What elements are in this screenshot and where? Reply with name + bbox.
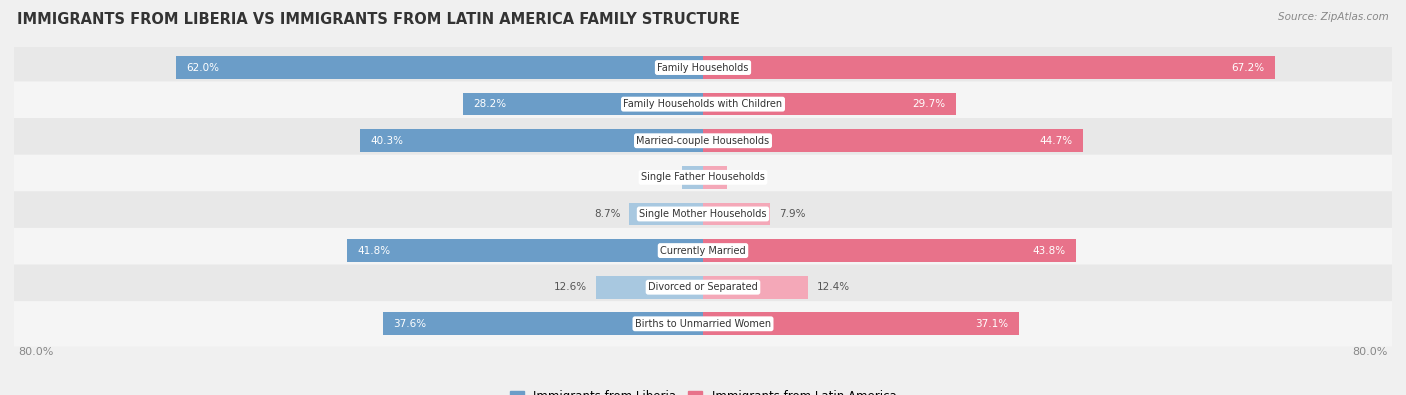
Text: 80.0%: 80.0% [1353, 347, 1388, 357]
Text: Currently Married: Currently Married [661, 246, 745, 256]
Text: Family Households: Family Households [658, 62, 748, 73]
Text: 12.4%: 12.4% [817, 282, 851, 292]
Bar [360, 130, 703, 152]
Bar [703, 56, 1275, 79]
Text: 67.2%: 67.2% [1232, 62, 1264, 73]
Text: 2.5%: 2.5% [647, 172, 673, 182]
Bar [628, 203, 703, 225]
FancyBboxPatch shape [13, 118, 1393, 164]
Text: 43.8%: 43.8% [1032, 246, 1066, 256]
Legend: Immigrants from Liberia, Immigrants from Latin America: Immigrants from Liberia, Immigrants from… [505, 385, 901, 395]
Text: 7.9%: 7.9% [779, 209, 806, 219]
FancyBboxPatch shape [13, 81, 1393, 127]
Text: Single Father Households: Single Father Households [641, 172, 765, 182]
Bar [703, 239, 1076, 262]
Text: Married-couple Households: Married-couple Households [637, 136, 769, 146]
FancyBboxPatch shape [13, 265, 1393, 310]
Text: 2.8%: 2.8% [735, 172, 762, 182]
Text: Source: ZipAtlas.com: Source: ZipAtlas.com [1278, 12, 1389, 22]
Bar [703, 93, 956, 115]
Bar [176, 56, 703, 79]
Text: Family Households with Children: Family Households with Children [623, 99, 783, 109]
Text: 80.0%: 80.0% [18, 347, 53, 357]
Bar [463, 93, 703, 115]
Text: Divorced or Separated: Divorced or Separated [648, 282, 758, 292]
Text: 8.7%: 8.7% [593, 209, 620, 219]
Text: 28.2%: 28.2% [474, 99, 506, 109]
Bar [703, 276, 808, 299]
Text: 29.7%: 29.7% [912, 99, 945, 109]
Text: IMMIGRANTS FROM LIBERIA VS IMMIGRANTS FROM LATIN AMERICA FAMILY STRUCTURE: IMMIGRANTS FROM LIBERIA VS IMMIGRANTS FR… [17, 12, 740, 27]
FancyBboxPatch shape [13, 301, 1393, 346]
Text: 40.3%: 40.3% [370, 136, 404, 146]
Bar [703, 130, 1083, 152]
Bar [703, 166, 727, 189]
Text: 12.6%: 12.6% [554, 282, 588, 292]
FancyBboxPatch shape [13, 45, 1393, 90]
Text: Single Mother Households: Single Mother Households [640, 209, 766, 219]
Text: Births to Unmarried Women: Births to Unmarried Women [636, 319, 770, 329]
Text: 44.7%: 44.7% [1040, 136, 1073, 146]
Bar [703, 203, 770, 225]
Text: 62.0%: 62.0% [186, 62, 219, 73]
FancyBboxPatch shape [13, 191, 1393, 237]
Text: 37.1%: 37.1% [976, 319, 1008, 329]
Bar [596, 276, 703, 299]
Text: 37.6%: 37.6% [394, 319, 426, 329]
Bar [703, 312, 1018, 335]
Bar [347, 239, 703, 262]
Text: 41.8%: 41.8% [357, 246, 391, 256]
FancyBboxPatch shape [13, 228, 1393, 273]
Bar [384, 312, 703, 335]
Bar [682, 166, 703, 189]
FancyBboxPatch shape [13, 155, 1393, 200]
